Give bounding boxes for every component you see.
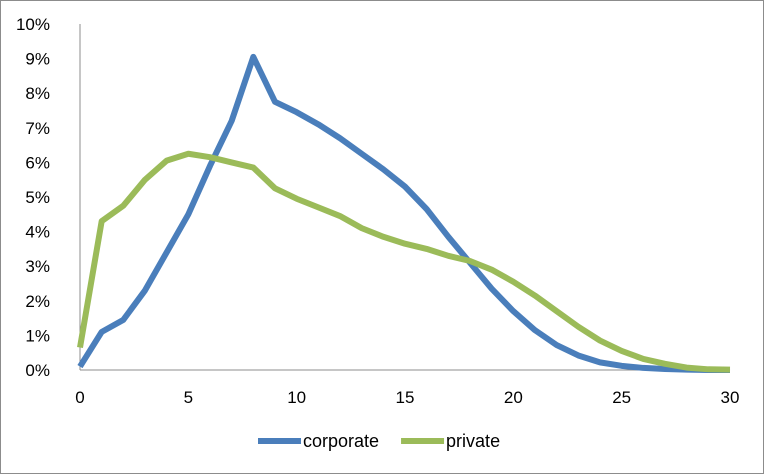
y-tick-label: 1% xyxy=(25,326,50,345)
y-tick-label: 10% xyxy=(16,15,50,34)
x-tick-label: 5 xyxy=(184,388,193,407)
y-tick-label: 7% xyxy=(25,119,50,138)
y-tick-label: 6% xyxy=(25,153,50,172)
y-tick-label: 4% xyxy=(25,223,50,242)
y-tick-label: 2% xyxy=(25,292,50,311)
y-tick-label: 8% xyxy=(25,84,50,103)
y-tick-labels: 0% 1% 2% 3% 4% 5% 6% 7% 8% 9% 10% xyxy=(16,15,50,380)
y-tick-label: 3% xyxy=(25,257,50,276)
y-tick-label: 9% xyxy=(25,50,50,69)
legend-label-corporate: corporate xyxy=(303,431,379,451)
x-tick-label: 0 xyxy=(75,388,84,407)
y-tick-label: 5% xyxy=(25,188,50,207)
series-lines xyxy=(77,53,731,373)
series-line-corporate xyxy=(77,53,730,373)
x-tick-label: 30 xyxy=(721,388,740,407)
legend-label-private: private xyxy=(446,431,500,451)
x-tick-labels: 0 5 10 15 20 25 30 xyxy=(75,388,739,407)
x-tick-label: 15 xyxy=(396,388,415,407)
axes xyxy=(79,24,730,371)
x-tick-label: 20 xyxy=(504,388,523,407)
x-tick-label: 10 xyxy=(287,388,306,407)
legend: corporate private xyxy=(258,431,500,451)
x-tick-label: 25 xyxy=(612,388,631,407)
y-tick-label: 0% xyxy=(25,361,50,380)
